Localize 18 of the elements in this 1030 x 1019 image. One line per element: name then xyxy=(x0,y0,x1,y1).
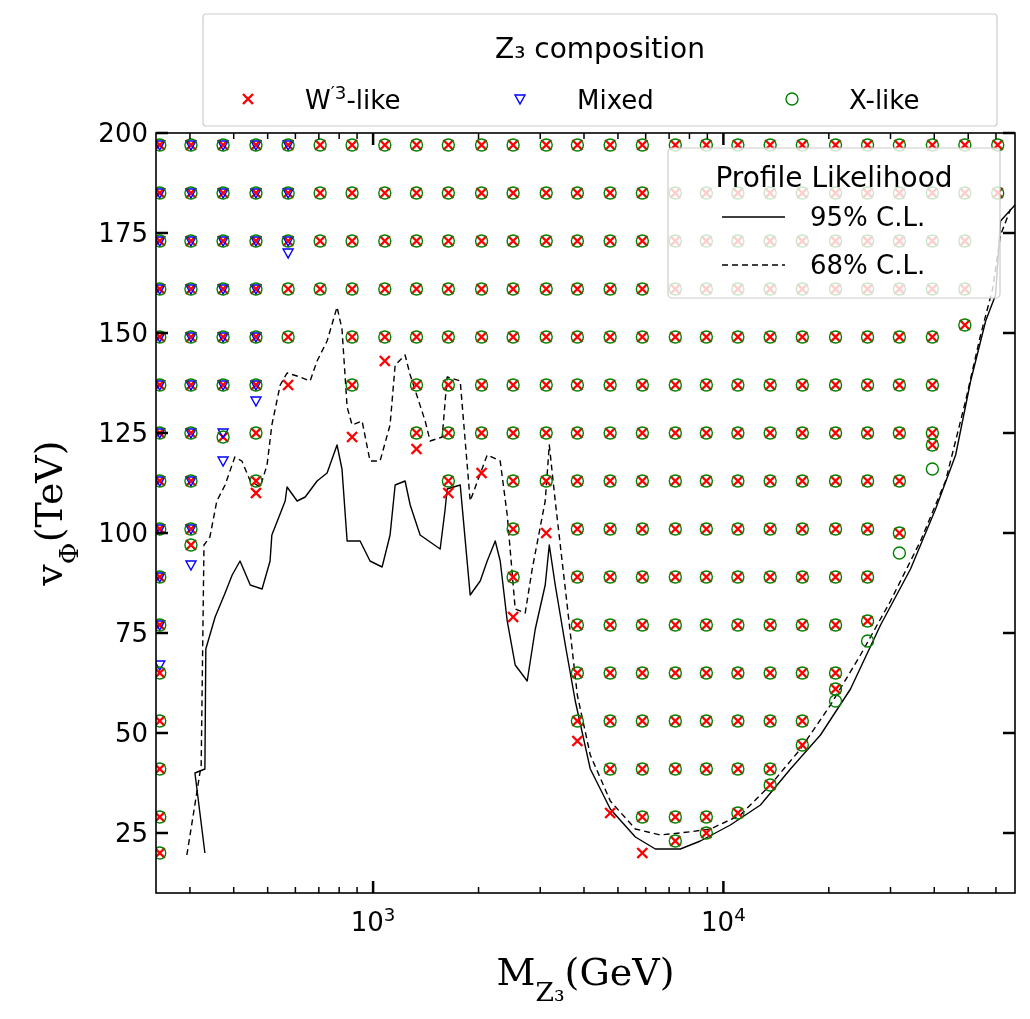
y-tick-label: 200 xyxy=(98,118,148,148)
y-tick-label: 50 xyxy=(114,718,148,748)
y-tick-label: 75 xyxy=(114,618,148,648)
x-tick-label: 10$^{4}$ xyxy=(701,903,746,937)
legend-label: W$^{′3}$-like xyxy=(305,81,401,115)
x-axis-title: M$_{Z₃}$(GeV) xyxy=(496,950,675,1007)
y-tick-label: 175 xyxy=(98,218,148,248)
legend-title: Z₃ composition xyxy=(494,32,706,65)
y-tick-label: 150 xyxy=(98,318,148,348)
y-tick-label: 25 xyxy=(114,818,148,848)
legend-label: 95% C.L. xyxy=(810,202,926,232)
legend-label: 68% C.L. xyxy=(810,250,926,280)
x-tick-label: 10$^{3}$ xyxy=(350,903,396,937)
annotation: Profile Likelihood xyxy=(715,161,953,194)
legend-label: Mixed xyxy=(577,85,654,115)
legend-label: X-like xyxy=(849,85,920,115)
y-tick-label: 125 xyxy=(98,418,148,448)
y-tick-label: 100 xyxy=(98,518,148,548)
